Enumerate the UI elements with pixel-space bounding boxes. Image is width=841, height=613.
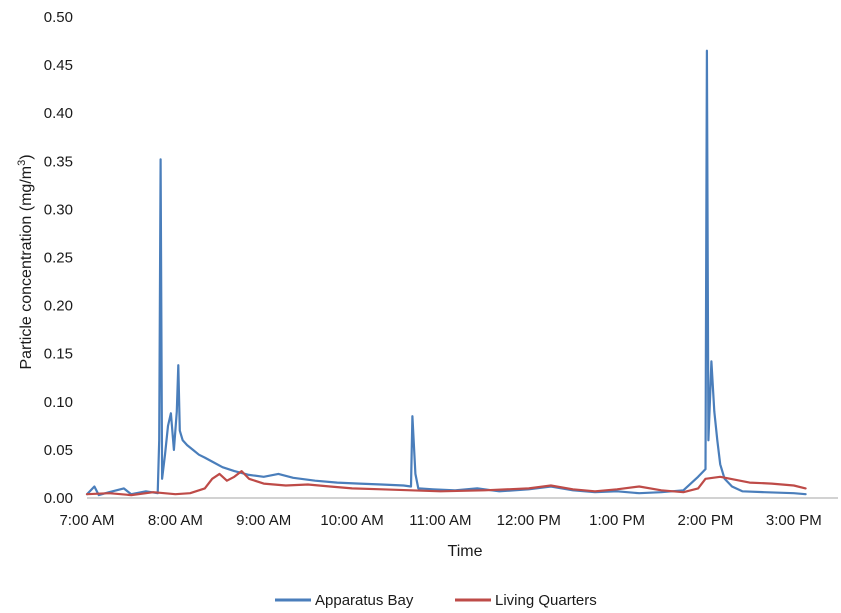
y-tick-labels: 0.00 0.05 0.10 0.15 0.20 0.25 0.30 0.35 0.40 0.45… xyxy=(44,9,73,507)
legend: Apparatus Bay Living Quarters xyxy=(275,592,597,609)
y-tick-label: 0.35 xyxy=(44,153,73,170)
y-axis-title-text: Particle concentration (mg/m xyxy=(18,166,35,370)
y-axis-title: Particle concentration (mg/m3) xyxy=(16,154,35,369)
x-tick-label: 8:00 AM xyxy=(148,512,203,529)
series-lines xyxy=(85,49,807,497)
y-tick-label: 0.40 xyxy=(44,105,73,122)
y-tick-label: 0.05 xyxy=(44,442,73,459)
series-line-1 xyxy=(85,470,807,497)
x-tick-label: 10:00 AM xyxy=(320,512,383,529)
x-tick-label: 12:00 PM xyxy=(497,512,561,529)
y-tick-label: 0.25 xyxy=(44,250,73,267)
y-tick-label: 0.20 xyxy=(44,298,73,315)
x-tick-label: 11:00 AM xyxy=(409,512,471,529)
y-tick-label: 0.00 xyxy=(44,490,73,507)
y-tick-label: 0.50 xyxy=(44,9,73,26)
x-axis-title: Time xyxy=(448,543,483,560)
x-tick-labels: 7:00 AM 8:00 AM 9:00 AM 10:00 AM 11:00 AM 12:… xyxy=(59,512,821,529)
x-tick-label: 7:00 AM xyxy=(59,512,114,529)
y-axis-title-close: ) xyxy=(18,154,35,159)
y-axis-title-superscript: 3 xyxy=(16,160,28,166)
x-tick-label: 1:00 PM xyxy=(589,512,645,529)
legend-label: Living Quarters xyxy=(495,592,597,609)
y-tick-label: 0.15 xyxy=(44,346,73,363)
legend-label: Apparatus Bay xyxy=(315,592,414,609)
y-tick-label: 0.10 xyxy=(44,394,73,411)
svg-text:Particle concentration (mg/m3): Particle concentration (mg/m3) xyxy=(16,154,35,369)
x-tick-label: 3:00 PM xyxy=(766,512,822,529)
y-tick-label: 0.30 xyxy=(44,201,73,218)
series-line-0 xyxy=(85,49,807,497)
x-tick-label: 9:00 AM xyxy=(236,512,291,529)
y-tick-label: 0.45 xyxy=(44,57,73,74)
x-tick-label: 2:00 PM xyxy=(678,512,734,529)
